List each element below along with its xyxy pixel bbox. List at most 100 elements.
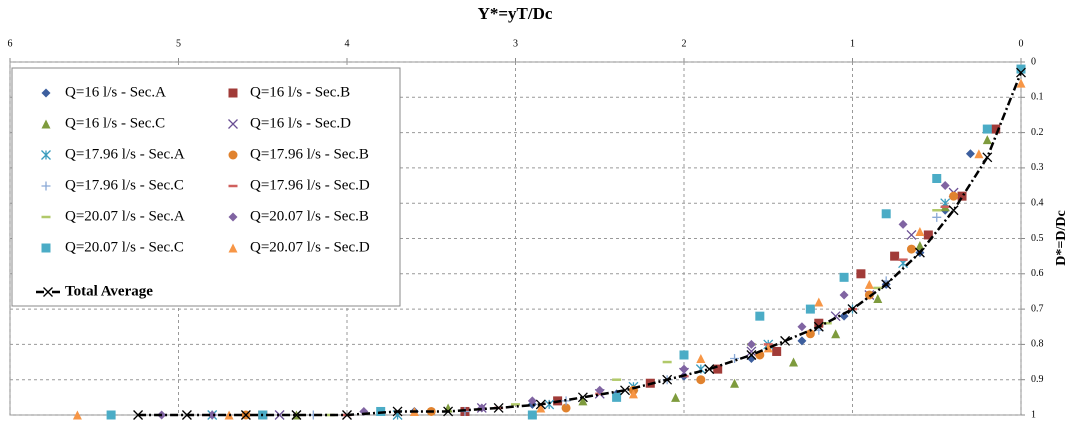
point: [544, 399, 555, 410]
y-tick-label: 0.1: [1031, 92, 1044, 103]
point: [443, 406, 454, 417]
point: [805, 304, 815, 314]
x-tick-label: 0: [1019, 38, 1024, 49]
point: [291, 410, 302, 420]
legend-marker: [41, 243, 51, 253]
point: [704, 364, 715, 375]
point: [746, 354, 756, 364]
point: [578, 396, 588, 406]
point: [342, 410, 352, 420]
point: [890, 251, 900, 261]
point: [932, 173, 942, 183]
point: [805, 329, 815, 339]
point: [923, 230, 933, 240]
plot-layer: [9, 58, 1026, 420]
point: [240, 410, 251, 420]
point: [620, 385, 630, 396]
point: [839, 311, 849, 321]
legend-label: Q=20.07 l/s - Sec.A: [65, 208, 185, 224]
average-line: [138, 72, 1023, 417]
point: [527, 396, 537, 406]
point: [789, 357, 799, 367]
legend-marker: [228, 88, 238, 98]
point: [814, 318, 824, 328]
legend-marker: [41, 88, 51, 98]
point: [106, 410, 116, 420]
point: [746, 350, 757, 360]
legend-marker: [41, 119, 51, 129]
point: [982, 152, 993, 163]
legend-label: Q=16 l/s - Sec.B: [250, 84, 350, 100]
point: [493, 402, 504, 413]
legend-marker: [43, 287, 53, 297]
legend-label: Q=20.07 l/s - Sec.C: [65, 239, 184, 255]
point: [797, 336, 807, 346]
point: [932, 212, 942, 222]
point: [949, 191, 959, 201]
point: [274, 410, 285, 420]
point: [696, 354, 706, 364]
y-tick-label: 0.4: [1031, 197, 1044, 208]
point: [864, 290, 874, 300]
point: [671, 392, 681, 402]
legend-marker: [228, 243, 238, 253]
point: [772, 346, 782, 356]
point: [856, 269, 866, 279]
point: [982, 124, 992, 134]
point: [181, 410, 192, 420]
point: [730, 354, 740, 364]
point: [392, 406, 403, 417]
legend-marker: [41, 150, 51, 160]
point: [831, 329, 841, 339]
legend-label: Q=20.07 l/s - Sec.B: [250, 208, 369, 224]
legend-box: [11, 67, 401, 307]
point: [906, 230, 917, 240]
point: [535, 399, 546, 410]
point: [746, 346, 757, 357]
point: [797, 322, 807, 332]
x-axis-title: Y*=yT/Dc: [478, 4, 553, 23]
point: [72, 410, 82, 420]
point: [991, 124, 1001, 134]
legend-label: Q=17.96 l/s - Sec.D: [250, 177, 370, 193]
point: [873, 294, 883, 304]
point: [577, 392, 588, 403]
x-tick-label: 4: [345, 38, 350, 49]
point: [982, 135, 992, 145]
point: [948, 205, 959, 216]
y-tick-label: 0.3: [1031, 162, 1044, 173]
point: [133, 410, 144, 420]
point: [755, 311, 765, 321]
point: [662, 374, 673, 385]
point: [839, 272, 849, 282]
point: [1016, 78, 1026, 88]
point: [813, 321, 824, 332]
point: [974, 149, 984, 159]
point: [207, 410, 217, 420]
legend-label: Q=20.07 l/s - Sec.D: [250, 239, 370, 255]
legend-label: Q=17.96 l/s - Sec.A: [65, 146, 185, 162]
x-tick-label: 5: [176, 38, 181, 49]
point: [1016, 64, 1026, 74]
point: [730, 378, 740, 388]
legend-label: Total Average: [65, 283, 153, 299]
point: [915, 241, 925, 251]
y-tick-label: 1: [1031, 409, 1036, 420]
point: [527, 410, 537, 420]
point: [814, 297, 824, 307]
point: [628, 389, 638, 399]
point: [224, 410, 234, 420]
point: [915, 226, 925, 236]
point: [713, 364, 723, 374]
point: [864, 279, 874, 289]
point: [906, 244, 916, 254]
y-axis-title: D*=D/Dc: [1054, 210, 1069, 265]
point: [679, 364, 689, 374]
point: [536, 403, 546, 413]
point: [957, 191, 967, 201]
point: [679, 350, 689, 360]
legend-marker: [228, 150, 238, 160]
point: [914, 247, 925, 258]
legend-marker: [41, 181, 51, 191]
